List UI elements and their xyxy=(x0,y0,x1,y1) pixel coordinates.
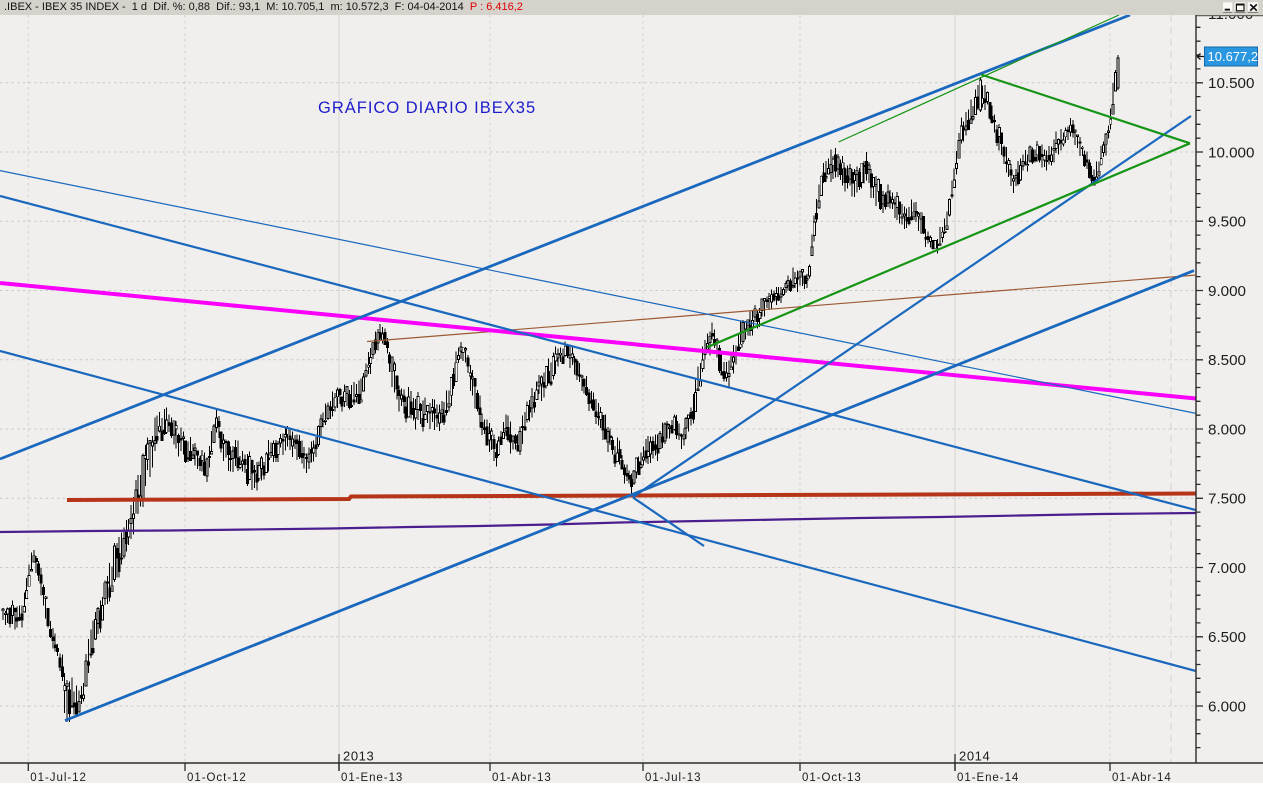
svg-text:GRÁFICO DIARIO IBEX35: GRÁFICO DIARIO IBEX35 xyxy=(318,98,536,117)
svg-text:01-Abr-13: 01-Abr-13 xyxy=(492,772,552,783)
svg-text:01-Oct-12: 01-Oct-12 xyxy=(187,772,247,783)
svg-text:01-Jul-12: 01-Jul-12 xyxy=(30,772,87,783)
svg-text:01-Ene-14: 01-Ene-14 xyxy=(957,772,1019,783)
svg-text:10.677,2: 10.677,2 xyxy=(1208,49,1259,64)
svg-text:8.000: 8.000 xyxy=(1208,421,1246,438)
svg-text:2014: 2014 xyxy=(959,749,990,764)
svg-text:10.500: 10.500 xyxy=(1208,75,1254,92)
svg-text:6.500: 6.500 xyxy=(1208,629,1246,646)
svg-text:9.000: 9.000 xyxy=(1208,283,1246,300)
svg-text:01-Ene-13: 01-Ene-13 xyxy=(341,772,403,783)
svg-text:8.500: 8.500 xyxy=(1208,352,1246,369)
svg-text:01-Abr-14: 01-Abr-14 xyxy=(1112,772,1172,783)
svg-text:9.500: 9.500 xyxy=(1208,214,1246,231)
svg-text:10.000: 10.000 xyxy=(1208,144,1254,161)
svg-text:01-Oct-13: 01-Oct-13 xyxy=(802,772,862,783)
svg-text:2013: 2013 xyxy=(343,749,374,764)
svg-text:7.000: 7.000 xyxy=(1208,560,1246,577)
svg-text:01-Jul-13: 01-Jul-13 xyxy=(645,772,702,783)
svg-text:7.500: 7.500 xyxy=(1208,491,1246,508)
svg-text:6.000: 6.000 xyxy=(1208,698,1246,715)
